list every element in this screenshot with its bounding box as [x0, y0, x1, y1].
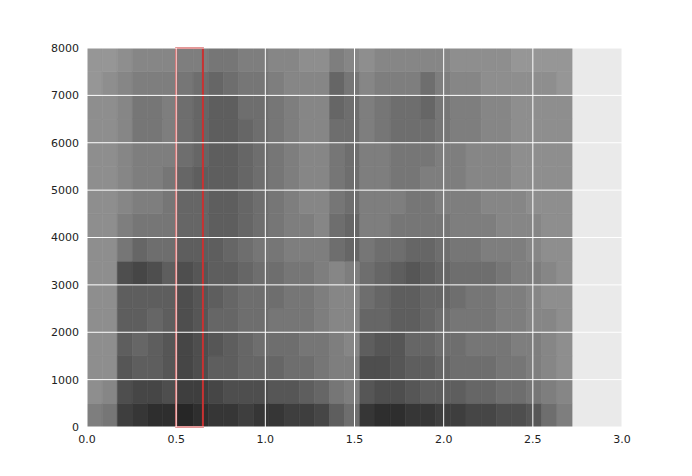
svg-text:2000: 2000	[51, 326, 79, 339]
svg-text:6000: 6000	[51, 137, 79, 150]
svg-text:0.0: 0.0	[78, 433, 96, 446]
svg-text:2.0: 2.0	[435, 433, 453, 446]
svg-text:8000: 8000	[51, 42, 79, 55]
svg-text:3000: 3000	[51, 279, 79, 292]
svg-text:4000: 4000	[51, 231, 79, 244]
svg-text:7000: 7000	[51, 89, 79, 102]
svg-text:1.5: 1.5	[346, 433, 364, 446]
svg-text:1.0: 1.0	[257, 433, 275, 446]
svg-text:5000: 5000	[51, 184, 79, 197]
svg-text:3.0: 3.0	[613, 433, 631, 446]
svg-text:2.5: 2.5	[524, 433, 542, 446]
svg-text:0: 0	[72, 421, 79, 434]
svg-text:0.5: 0.5	[167, 433, 185, 446]
svg-text:1000: 1000	[51, 374, 79, 387]
